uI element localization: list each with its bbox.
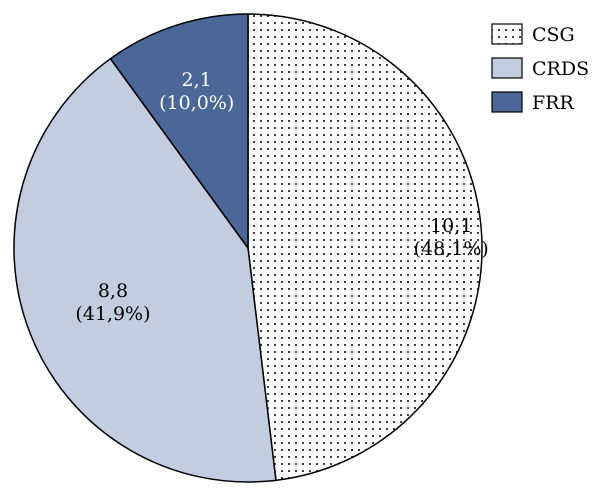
legend-label-crds: CRDS <box>532 58 589 80</box>
pie-slice-csg <box>247 13 483 482</box>
legend-label-csg: CSG <box>532 24 575 46</box>
slice-label-crds: 8,8 (41,9%) <box>75 280 150 325</box>
slice-value-csg: 10,1 <box>430 215 472 237</box>
legend: CSG CRDS FRR <box>491 23 589 114</box>
slice-label-frr: 2,1 (10,0%) <box>159 69 234 114</box>
pie-slice-labels: 10,1 (48,1%) 8,8 (41,9%) 2,1 (10,0%) <box>75 69 488 325</box>
legend-swatch-frr <box>491 91 523 113</box>
slice-percent-frr: (10,0%) <box>159 92 234 114</box>
slice-percent-crds: (41,9%) <box>75 303 150 325</box>
legend-label-frr: FRR <box>532 92 574 114</box>
slice-percent-csg: (48,1%) <box>414 238 489 260</box>
slice-value-crds: 8,8 <box>98 280 128 302</box>
legend-swatch-crds <box>491 57 523 79</box>
pie-slices <box>13 13 483 483</box>
legend-swatch-csg <box>491 23 523 45</box>
slice-label-csg: 10,1 (48,1%) <box>414 215 489 260</box>
slice-value-frr: 2,1 <box>182 69 212 91</box>
pie-slice-crds <box>13 57 277 483</box>
pie-slice-frr <box>109 13 249 249</box>
